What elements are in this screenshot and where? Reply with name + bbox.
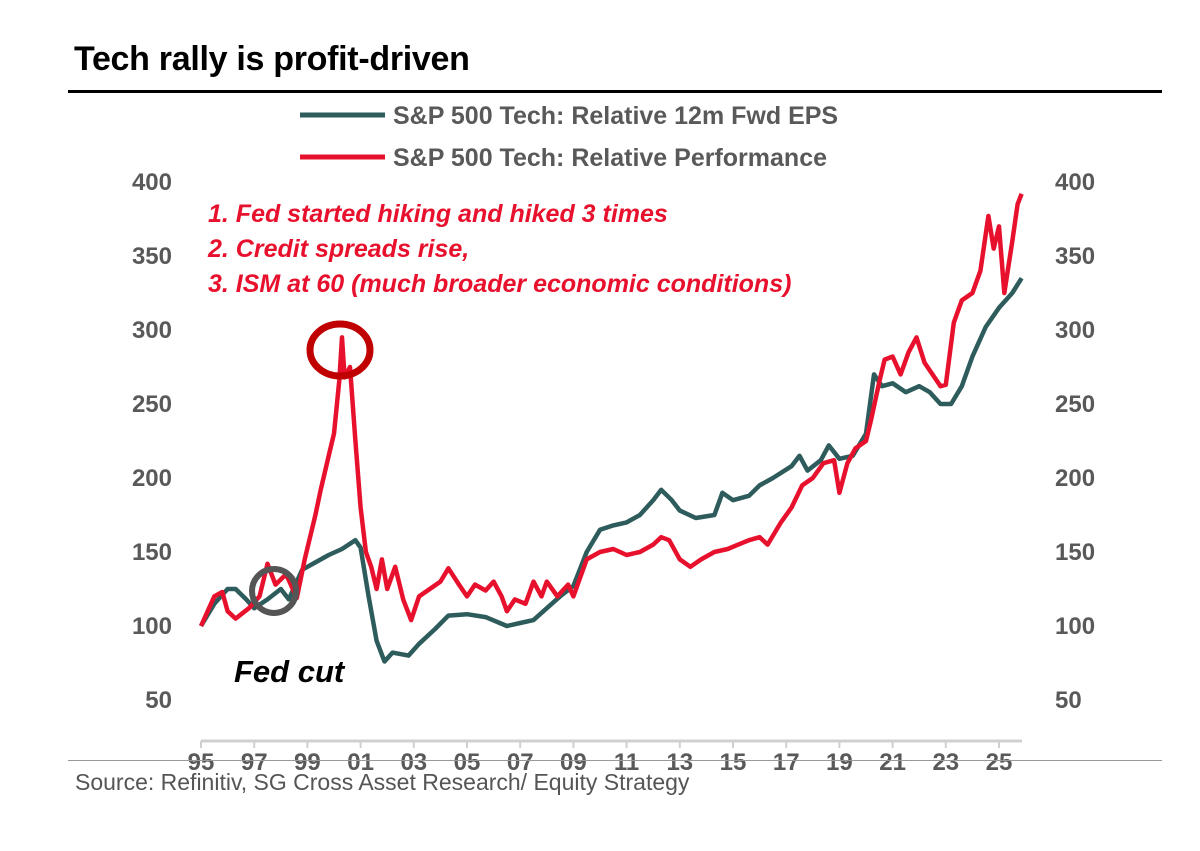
y-tick-label-right: 150 [1055,539,1095,566]
y-tick-label-left: 350 [132,243,172,270]
x-tick-label: 97 [241,749,268,776]
x-tick-label: 01 [347,749,374,776]
annotation-text: 1. Fed started hiking and hiked 3 times … [207,200,791,689]
y-tick-label-right: 50 [1055,687,1082,714]
legend-label-eps: S&P 500 Tech: Relative 12m Fwd EPS [393,102,838,130]
source-divider [68,760,1162,761]
legend-label-performance: S&P 500 Tech: Relative Performance [393,144,827,172]
source-note: Source: Refinitiv, SG Cross Asset Resear… [75,769,690,795]
y-tick-label-left: 200 [132,465,172,492]
annotation-line-1: 1. Fed started hiking and hiked 3 times [208,200,668,228]
x-tick-label: 09 [560,749,587,776]
y-tick-label-left: 150 [132,539,172,566]
x-axis: 95 97 99 01 03 05 07 09 11 13 15 17 19 21 23 25 [188,739,1022,776]
y-tick-label-right: 200 [1055,465,1095,492]
y-tick-label-left: 400 [132,169,172,196]
x-tick-label: 05 [454,749,481,776]
y-tick-label-left: 50 [145,687,172,714]
y-tick-label-left: 300 [132,317,172,344]
x-tick-label: 11 [614,749,639,776]
y-tick-label-right: 400 [1055,169,1095,196]
x-tick-label: 15 [720,749,747,776]
y-axis-right: 50 100 150 200 250 300 350 400 [1055,169,1095,714]
x-tick-label: 03 [400,749,427,776]
legend: S&P 500 Tech: Relative 12m Fwd EPS S&P 5… [300,102,838,172]
chart-title: Tech rally is profit-driven [74,40,470,78]
title-divider [68,90,1162,93]
y-tick-label-right: 350 [1055,243,1095,270]
x-tick-label: 25 [986,749,1013,776]
annotation-line-2: 2. Credit spreads rise, [207,235,469,263]
y-tick-label-left: 250 [132,391,172,418]
x-tick-label: 95 [188,749,215,776]
y-axis-left: 50 100 150 200 250 300 350 400 [132,169,172,714]
peak-highlight-circle [306,320,374,380]
x-tick-label: 07 [507,749,534,776]
fed-cut-highlight-circle [249,566,299,616]
series-group [198,192,1024,664]
series-line-eps [199,277,1024,664]
y-tick-label-right: 250 [1055,391,1095,418]
y-tick-label-right: 300 [1055,317,1095,344]
y-tick-label-right: 100 [1055,613,1095,640]
x-tick-label: 13 [666,749,693,776]
x-tick-label: 99 [294,749,321,776]
fed-cut-label: Fed cut [234,654,346,689]
x-tick-label: 17 [773,749,800,776]
x-tick-label: 19 [826,749,853,776]
x-tick-label: 23 [932,749,959,776]
y-tick-label-left: 100 [132,613,172,640]
x-tick-label: 21 [879,749,906,776]
annotation-line-3: 3. ISM at 60 (much broader economic cond… [208,270,791,298]
